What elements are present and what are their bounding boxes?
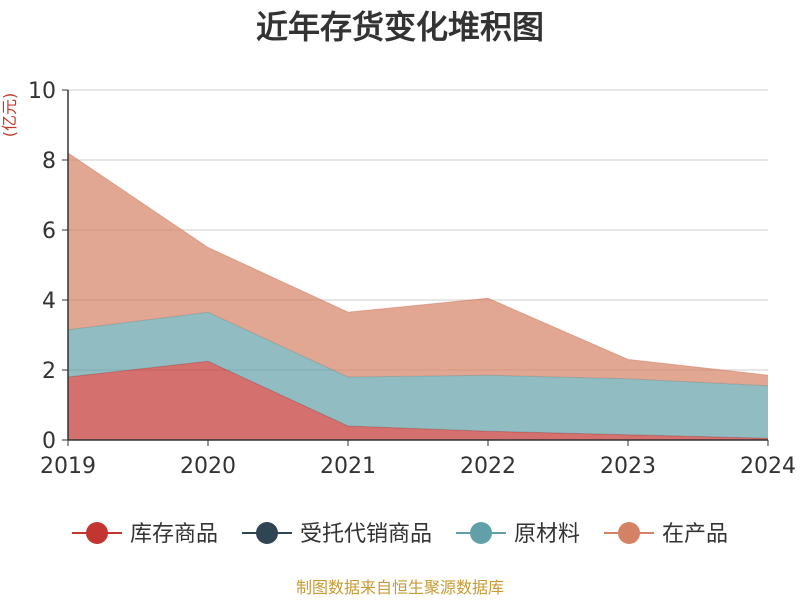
legend-item-在产品: 在产品 — [604, 522, 728, 547]
y-tick-label: 2 — [42, 359, 56, 384]
chart-title: 近年存货变化堆积图 — [255, 8, 544, 46]
legend-label: 在产品 — [662, 522, 728, 547]
legend-label: 原材料 — [514, 522, 580, 547]
y-tick-label: 10 — [28, 79, 56, 104]
axis-layer: 0 2 4 6 8 10 2019 2020 2021 2022 2023 2024 — [28, 79, 796, 479]
y-tick-label: 6 — [42, 219, 56, 244]
x-tick-label: 2021 — [320, 454, 376, 479]
legend-label: 库存商品 — [130, 522, 218, 547]
x-tick-label: 2019 — [40, 454, 96, 479]
y-axis-unit-label: (亿元) — [0, 93, 19, 138]
y-tick-label: 0 — [42, 429, 56, 454]
x-tick-label: 2022 — [460, 454, 516, 479]
legend-marker — [256, 522, 278, 544]
legend-marker — [470, 522, 492, 544]
area-layer — [67, 152, 769, 440]
legend: 库存商品 受托代销商品 原材料 在产品 — [72, 522, 728, 547]
x-tick-label: 2023 — [600, 454, 656, 479]
legend-item-库存商品: 库存商品 — [72, 522, 218, 547]
y-tick-label: 8 — [42, 149, 56, 174]
legend-label: 受托代销商品 — [300, 522, 432, 547]
legend-item-受托代销商品: 受托代销商品 — [242, 522, 432, 547]
legend-item-原材料: 原材料 — [456, 522, 580, 547]
area-原材料 — [68, 312, 768, 439]
source-note: 制图数据来自恒生聚源数据库 — [295, 578, 504, 597]
legend-marker — [86, 522, 108, 544]
line-在产品 — [67, 152, 769, 376]
legend-marker — [618, 522, 640, 544]
x-tick-label: 2020 — [180, 454, 236, 479]
area-库存商品 — [68, 361, 768, 440]
x-tick-label: 2024 — [740, 454, 796, 479]
y-tick-label: 4 — [42, 289, 56, 314]
area-在产品 — [68, 153, 768, 386]
